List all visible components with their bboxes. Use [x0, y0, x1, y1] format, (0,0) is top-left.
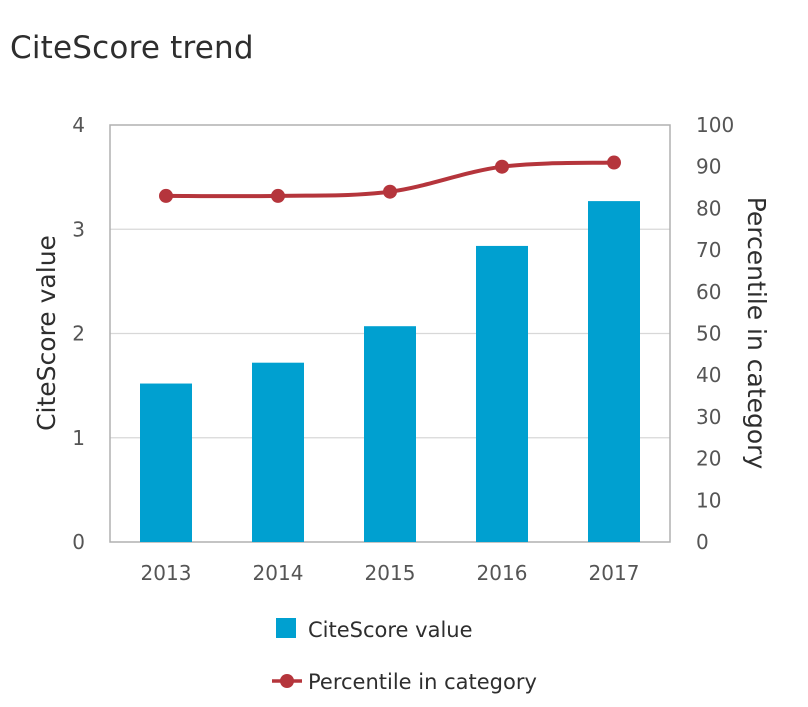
y2-tick-label: 0: [696, 530, 709, 554]
y-axis-title: CiteScore value: [32, 235, 61, 431]
x-tick-label: 2015: [365, 561, 416, 585]
legend: CiteScore value Percentile in category: [272, 618, 537, 694]
bar-2015: [364, 326, 416, 542]
bar-2013: [140, 383, 192, 542]
legend-swatch-bar: [276, 618, 296, 638]
percentile-point-2016: [495, 159, 509, 174]
y2-tick-label: 20: [696, 447, 721, 471]
x-tick-label: 2014: [253, 561, 304, 585]
right-axis-ticks: 0 10 20 30 40 50 60 70 80 90 100: [696, 113, 734, 554]
y2-tick-label: 90: [696, 155, 721, 179]
chart-title: CiteScore trend: [10, 30, 254, 66]
y2-tick-label: 100: [696, 113, 734, 137]
percentile-point-2017: [607, 155, 621, 170]
y-tick-label: 0: [72, 530, 85, 554]
percentile-point-2013: [159, 188, 173, 203]
y2-tick-label: 60: [696, 280, 721, 304]
y2-tick-label: 50: [696, 322, 721, 346]
x-tick-label: 2017: [589, 561, 640, 585]
bar-2016: [476, 245, 528, 542]
left-axis-ticks: 0 1 2 3 4: [72, 113, 85, 554]
x-tick-label: 2016: [477, 561, 528, 585]
y-tick-label: 3: [72, 217, 85, 241]
y-tick-label: 1: [72, 426, 85, 450]
y-tick-label: 2: [72, 322, 85, 346]
y2-axis-title: Percentile in category: [742, 197, 771, 470]
bar-2014: [252, 362, 304, 542]
x-tick-label: 2013: [141, 561, 192, 585]
y-tick-label: 4: [72, 113, 85, 137]
y2-tick-label: 30: [696, 405, 721, 429]
bars: [140, 201, 640, 543]
legend-swatch-marker: [280, 674, 294, 688]
x-axis-ticks: 2013 2014 2015 2016 2017: [141, 561, 640, 585]
y2-tick-label: 80: [696, 196, 721, 220]
y2-tick-label: 40: [696, 363, 721, 387]
percentile-point-2015: [383, 184, 397, 199]
y2-tick-label: 10: [696, 488, 721, 512]
percentile-point-2014: [271, 188, 285, 203]
percentile-line: [159, 155, 621, 203]
legend-label-percentile: Percentile in category: [308, 670, 537, 694]
legend-label-citescore: CiteScore value: [308, 618, 473, 642]
bar-2017: [588, 201, 640, 543]
y2-tick-label: 70: [696, 238, 721, 262]
